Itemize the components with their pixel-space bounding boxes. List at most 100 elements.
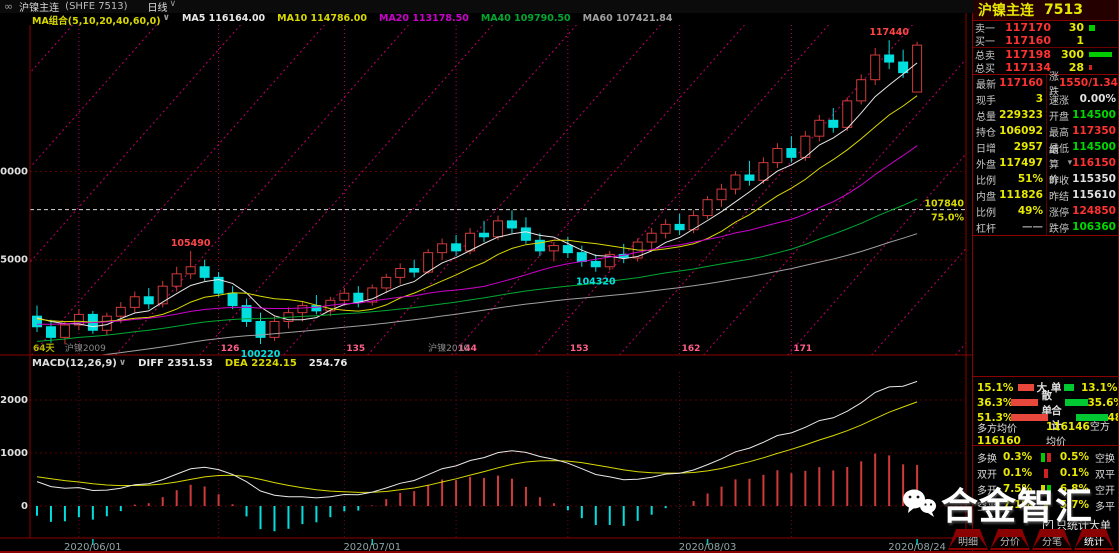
stat-value-right: 5.7% [1059,499,1089,511]
stat-value-right: 6.8% [1059,483,1089,495]
macd-name-label: MACD(12,26,9) [32,358,117,369]
svg-text:104320: 104320 [576,277,616,288]
short-avg-value: 116146 [1046,421,1090,433]
chevron-down-icon[interactable]: ▾ [1067,158,1073,168]
ma60-line [97,233,918,355]
quote-label: 现手 [976,95,996,107]
tick-mark [1044,500,1048,510]
svg-text:162: 162 [682,344,701,354]
quote-value: 117160 [999,77,1043,89]
quote-label: 昨结 [1049,191,1069,203]
row-name: 散 单 [1041,389,1052,417]
ma20-line [36,145,918,325]
quote-label: 最高 [1049,127,1069,139]
quote-label: 涨停 [1049,207,1069,219]
long-pct: 36.3% [977,396,1014,409]
position-stat-row: 多换 0.3% 0.5% 空换 [977,449,1115,465]
tab-stats[interactable]: 统计 [1074,529,1114,550]
quote-value: 116150 [1072,157,1116,169]
tab-label: 分笔 [1033,537,1071,548]
quote-cell: 内盘 111826 [973,188,1046,203]
depth-volume: 30 [1068,21,1084,34]
order-book-row: 总卖 117198 300 [973,47,1118,62]
quote-value: 3 [1035,93,1043,105]
stat-ticks [1035,484,1057,494]
quote-cell: 最新 117160 [973,76,1046,91]
quote-label: 涨跌 [1049,72,1059,98]
big-order-stats: 15.1%大 单13.1%36.3%散 单35.6%51.3%合 计48.7% … [973,376,1118,448]
svg-text:100220: 100220 [241,349,281,360]
stat-value-right: 0.5% [1059,451,1089,463]
quote-row: 日增 2957 最低 114500 [973,139,1118,155]
macd-selector[interactable]: MACD(12,26,9) ∨ [32,358,126,371]
quote-cell: 昨收 115350 [1046,172,1118,187]
position-stat-row: 双开 0.1% 0.1% 双平 [977,465,1115,481]
stat-label-left: 空平 [977,501,997,513]
svg-text:126: 126 [221,344,240,354]
main-chart-svg: 105000 110000 126 135 144 153 162 171 沪镍2009 沪镍20… [0,13,972,553]
ma5-line [36,62,918,328]
ma40-line [36,198,918,342]
depth-bar [1089,65,1092,70]
stat-value-left: 7.5% [1003,483,1033,495]
quote-cell: 外盘 117497 [973,156,1046,171]
quote-label: 最低 [1049,143,1069,155]
wechat-icon [903,489,936,517]
quote-value: 124850 [1072,205,1116,217]
svg-text:沪镍2009: 沪镍2009 [65,342,106,354]
svg-text:2020/08/24: 2020/08/24 [888,542,946,553]
ma-value-ma60: MA60 107421.84 [582,13,673,24]
depth-volume: 300 [1061,48,1084,61]
quote-cell: 日增 2957 [973,140,1046,155]
watermark-text: 合金智汇 [941,485,1093,528]
quote-row: 杠杆 —— 跌停 106360 [973,219,1118,235]
row-name: 合 计 [1051,404,1062,432]
quote-value: 115610 [1072,189,1116,201]
order-book-row: 卖一 117170 30 [973,21,1118,35]
svg-text:2020/08/03: 2020/08/03 [679,542,737,553]
avg-price-row: 多方均价116160 116146空方均价 [977,421,1115,448]
quote-value: 115350 [1072,173,1116,185]
tab-by-price[interactable]: 分价 [990,529,1030,550]
stat-label-left: 多换 [977,453,997,465]
chevron-down-icon: ∨ [162,13,170,23]
quote-cell: 总量 229323 [973,108,1046,123]
quote-cell: 最高 117350 [1046,124,1118,139]
ma-value-ma10: MA10 114786.00 [277,13,367,24]
quote-value: 114500 [1072,109,1116,121]
quote-cell: 结算价 ▾ 116150 [1046,141,1118,186]
long-bar [1017,384,1034,391]
tab-by-tick[interactable]: 分笔 [1032,529,1072,550]
quote-value: 117497 [999,157,1043,169]
long-bar [1011,399,1039,406]
quote-value: 2957 [1013,141,1043,153]
short-avg-label: 空方均价 [1046,422,1110,448]
tab-detail[interactable]: 明细 [948,529,988,550]
quote-value: —— [1022,221,1043,233]
quote-label: 结算价 ▾ [1049,144,1073,186]
order-book-row: 总买 117134 28 [973,61,1118,75]
quote-cell: 最低 114500 [1046,140,1118,155]
quote-row: 持仓 106092 最高 117350 [973,123,1118,139]
short-pct: 48.7% [1107,411,1119,424]
quote-cell: 跌停 106360 [1046,220,1118,235]
depth-price: 117160 [1005,34,1051,47]
svg-text:2000: 2000 [0,395,28,406]
stat-label-left: 双开 [977,469,997,481]
svg-text:64天: 64天 [33,343,56,354]
quote-sidebar: 沪镍主连 7513 卖一 117170 30 买一 117160 1 总卖 117198 300… [972,0,1118,551]
period-selector[interactable]: 日线 ∨ [148,0,177,14]
macd-bar-value: 254.76 [308,358,348,369]
quote-grid: 最新117160涨跌1550/1.34%现手3速涨0.00%总量229323开盘… [973,72,1118,236]
big-order-only-checkbox[interactable]: ✓ 只统计大单 [977,517,1115,533]
quote-label: 速涨 [1049,95,1069,107]
ma-combo-selector[interactable]: MA组合(5,10,20,40,60,0) ∨ [32,13,170,27]
big-order-row: 51.3% 合 计 48.7% [977,405,1118,432]
quote-value: 1550/1.34% [1059,77,1118,89]
quote-label: 比例 [976,175,996,187]
ma-value-ma40: MA40 109790.50 [480,13,571,24]
short-bar [1065,399,1088,406]
sidebar-symbol-title: 沪镍主连 7513 [973,0,1118,21]
